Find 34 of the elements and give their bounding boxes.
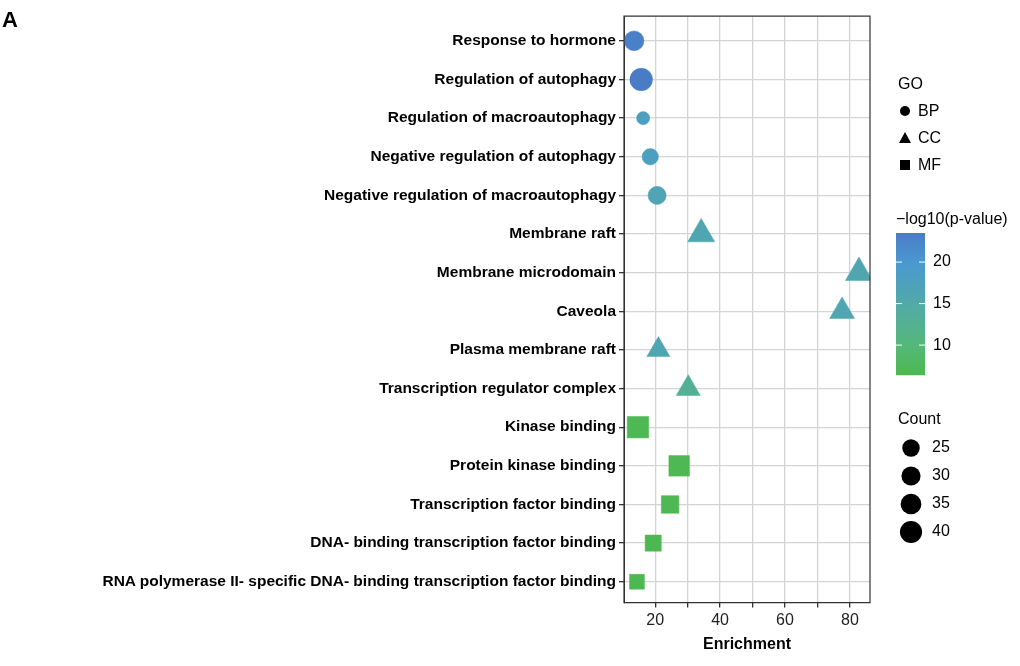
x-tick-label: 60 (776, 610, 794, 628)
legend-label: 40 (932, 522, 950, 540)
y-tick-label: Negative regulation of macroautophagy (324, 185, 617, 203)
color-bar-title: −log10(p-value) (896, 210, 1008, 228)
text: MF (918, 155, 942, 174)
y-tick-label: DNA- binding transcription factor binding (310, 533, 616, 551)
y-tick-label: Negative regulation of autophagy (370, 147, 617, 165)
x-tick-label: 20 (646, 610, 665, 628)
y-tick-label: Membrane microdomain (436, 262, 616, 280)
y-tick-label: Membrane raft (509, 224, 616, 242)
y-tick-label: Transcription factor binding (410, 494, 616, 512)
y-tick-label: Response to hormone (452, 31, 617, 49)
y-tick-label: Regulation of macroautophagy (387, 108, 617, 126)
x-tick-label: 80 (840, 610, 859, 628)
text: BP (918, 101, 940, 120)
text: Count (898, 410, 942, 428)
color-bar-label: 20 (933, 252, 951, 270)
legend-label: 25 (932, 438, 950, 456)
legend-label: 35 (932, 494, 950, 512)
x-axis-title: Enrichment (702, 634, 792, 652)
legend-title: GO (898, 73, 924, 94)
y-tick-label: Plasma membrane raft (449, 340, 616, 358)
color-bar-label: 15 (933, 293, 951, 311)
x-tick-label: 40 (711, 610, 730, 628)
y-tick-label: Regulation of autophagy (434, 69, 617, 87)
color-bar-label: 10 (933, 335, 951, 353)
text: CC (918, 128, 942, 147)
y-tick-label: Protein kinase binding (449, 456, 616, 474)
legend-label: 30 (932, 466, 950, 484)
y-tick-label: Caveola (556, 301, 617, 319)
y-tick-label: Transcription regulator complex (379, 378, 617, 396)
text: A (2, 7, 18, 33)
y-tick-label: RNA polymerase II- specific DNA- binding transcription factor binding (102, 572, 616, 590)
y-tick-label: Kinase binding (504, 417, 616, 435)
